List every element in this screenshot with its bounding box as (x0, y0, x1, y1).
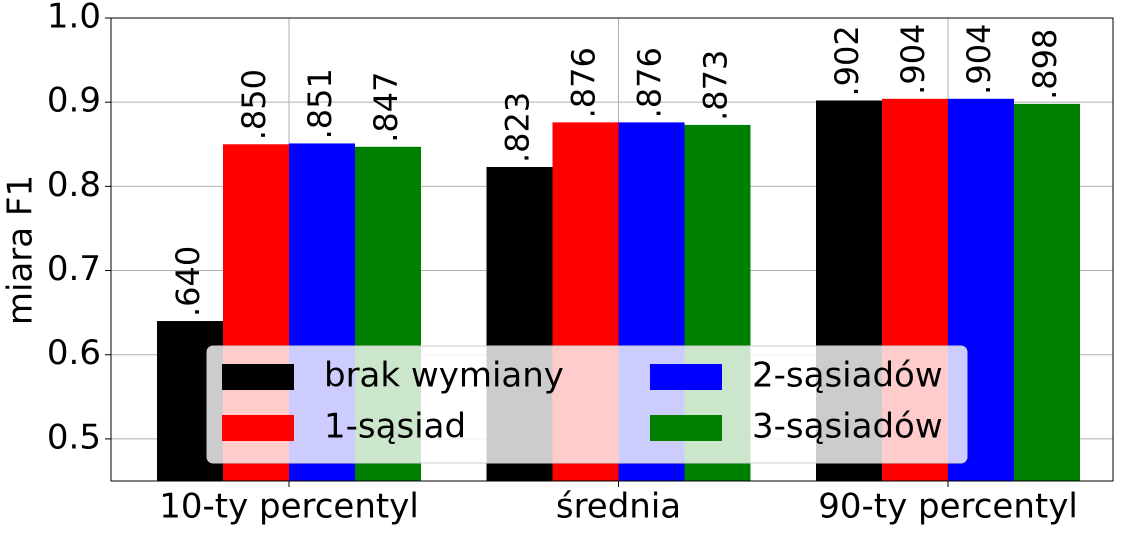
y-tick-label: 0.8 (47, 165, 101, 205)
y-tick-label: 0.6 (47, 333, 101, 373)
legend-box (206, 345, 968, 464)
legend-swatch (222, 364, 294, 390)
y-axis-label: miara F1 (1, 175, 41, 325)
x-tick-label: 90-ty percentyl (818, 487, 1078, 527)
value-label: .850 (235, 69, 273, 140)
bar (1014, 103, 1080, 482)
legend-swatch (650, 415, 722, 441)
legend: brak wymiany 1-sąsiad 2-sąsiadów 3-sąsiadów (206, 345, 968, 464)
value-label: .823 (499, 92, 537, 163)
value-label: .847 (367, 72, 405, 143)
x-tick-label: 10-ty percentyl (159, 487, 419, 527)
plot-frame (110, 17, 1114, 482)
y-tick-label: 0.5 (47, 417, 101, 457)
y-tick-label: 1.0 (47, 0, 101, 37)
value-label: .851 (301, 68, 339, 139)
value-label: .640 (169, 246, 207, 317)
y-tick-label: 0.9 (47, 81, 101, 121)
value-label: .876 (631, 47, 669, 118)
legend-label: 2-sąsiadów (752, 356, 943, 396)
legend-swatch (222, 415, 294, 441)
legend-label: 1-sąsiad (324, 407, 466, 447)
legend-swatch (650, 364, 722, 390)
value-label: .904 (960, 24, 998, 95)
legend-label: 3-sąsiadów (752, 407, 943, 447)
legend-label: brak wymiany (324, 356, 564, 396)
value-label: .902 (828, 25, 866, 96)
value-label: .904 (894, 24, 932, 95)
value-label: .876 (565, 47, 603, 118)
value-label: .873 (697, 50, 735, 121)
value-label: .898 (1026, 29, 1064, 100)
x-tick-label: średnia (556, 487, 681, 527)
y-tick-label: 0.7 (47, 249, 101, 289)
